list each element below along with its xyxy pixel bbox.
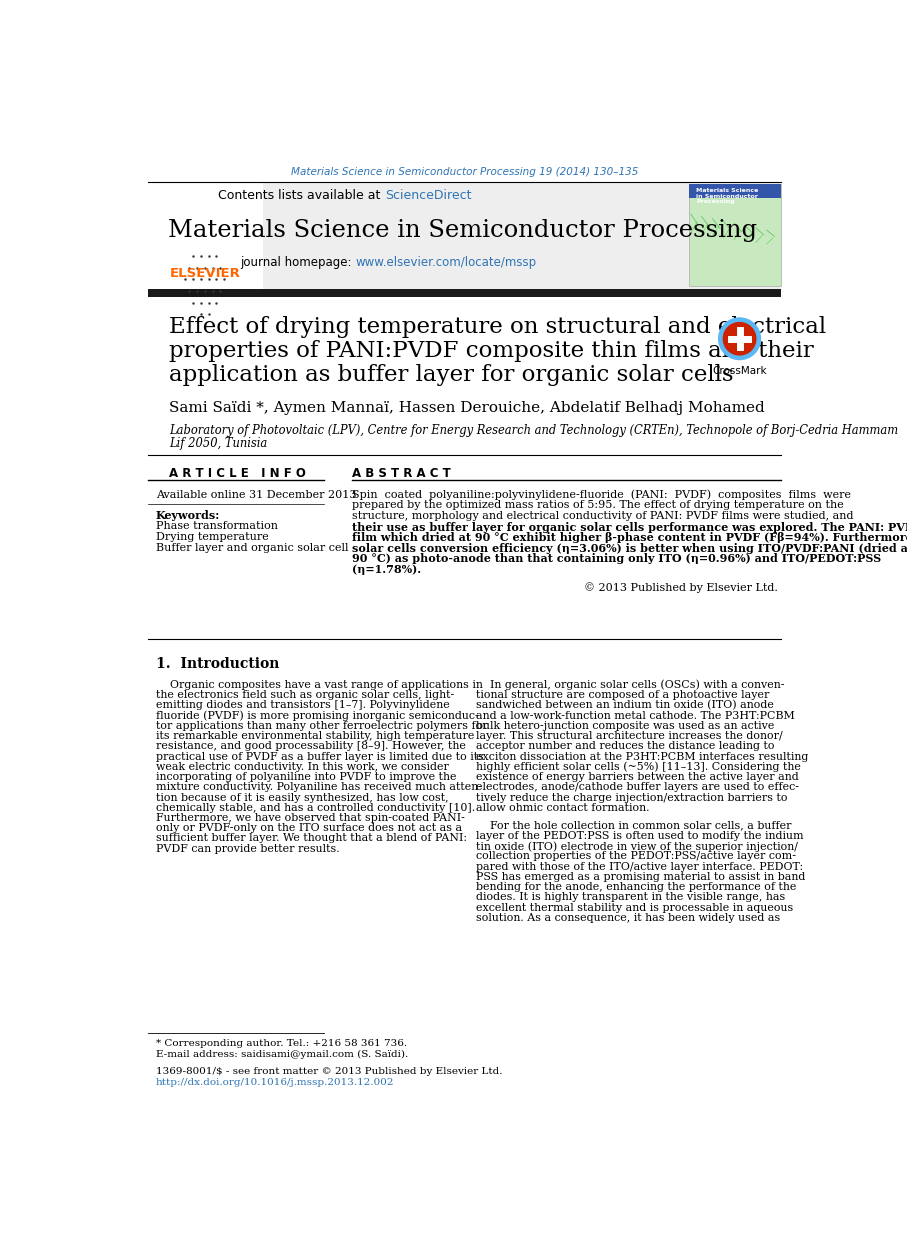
Text: In general, organic solar cells (OSCs) with a conven-: In general, organic solar cells (OSCs) w… [476,680,785,691]
Text: emitting diodes and transistors [1–7]. Polyvinylidene: emitting diodes and transistors [1–7]. P… [156,701,450,711]
Text: © 2013 Published by Elsevier Ltd.: © 2013 Published by Elsevier Ltd. [584,582,778,593]
Text: Materials Science: Materials Science [697,188,758,193]
Text: Processing: Processing [697,199,735,204]
Text: bulk hetero-junction composite was used as an active: bulk hetero-junction composite was used … [476,721,775,730]
Text: bending for the anode, enhancing the performance of the: bending for the anode, enhancing the per… [476,883,796,893]
Bar [689,184,782,286]
Circle shape [718,318,760,359]
Text: mixture conductivity. Polyaniline has received much atten-: mixture conductivity. Polyaniline has re… [156,782,482,792]
Text: http://dx.doi.org/10.1016/j.mssp.2013.12.002: http://dx.doi.org/10.1016/j.mssp.2013.12… [156,1078,395,1087]
Text: tin oxide (ITO) electrode in view of the superior injection/: tin oxide (ITO) electrode in view of the… [476,841,798,852]
Text: E-mail address: saidisami@ymail.com (S. Saïdi).: E-mail address: saidisami@ymail.com (S. … [156,1050,408,1058]
Text: Spin  coated  polyaniline:polyvinylidene-fluoride  (PANI:  PVDF)  composites  fi: Spin coated polyaniline:polyvinylidene-f… [352,490,851,500]
Text: fluoride (PVDF) is more promising inorganic semiconduc-: fluoride (PVDF) is more promising inorga… [156,711,479,722]
Text: Phase transformation: Phase transformation [156,521,278,531]
Text: Organic composites have a vast range of applications in: Organic composites have a vast range of … [156,680,483,690]
Text: tively reduce the charge injection/extraction barriers to: tively reduce the charge injection/extra… [476,792,787,802]
Bar [689,184,782,198]
Text: their use as buffer layer for organic solar cells performance was explored. The : their use as buffer layer for organic so… [352,521,907,532]
Text: * Corresponding author. Tel.: +216 58 361 736.: * Corresponding author. Tel.: +216 58 36… [156,1039,407,1047]
Text: layer. This structural architecture increases the donor/: layer. This structural architecture incr… [476,732,783,742]
Text: tor applications than many other ferroelectric polymers for: tor applications than many other ferroel… [156,721,488,730]
Text: diodes. It is highly transparent in the visible range, has: diodes. It is highly transparent in the … [476,893,785,903]
Text: A R T I C L E   I N F O: A R T I C L E I N F O [170,467,306,480]
Text: Drying temperature: Drying temperature [156,532,268,542]
Text: practical use of PVDF as a buffer layer is limited due to its: practical use of PVDF as a buffer layer … [156,751,483,761]
Text: A B S T R A C T: A B S T R A C T [352,467,451,480]
Text: application as buffer layer for organic solar cells: application as buffer layer for organic … [170,364,734,386]
Text: its remarkable environmental stability, high temperature: its remarkable environmental stability, … [156,732,474,742]
Text: Furthermore, we have observed that spin-coated PANI-: Furthermore, we have observed that spin-… [156,813,465,823]
Text: Lif 2050, Tunisia: Lif 2050, Tunisia [170,437,268,449]
Text: in Semiconductor: in Semiconductor [697,194,758,199]
Circle shape [723,323,756,355]
Text: incorporating of polyaniline into PVDF to improve the: incorporating of polyaniline into PVDF t… [156,773,456,782]
Text: ScienceDirect: ScienceDirect [385,189,471,202]
Text: existence of energy barriers between the active layer and: existence of energy barriers between the… [476,773,799,782]
Text: excellent thermal stability and is processable in aqueous: excellent thermal stability and is proce… [476,903,794,912]
Text: layer of the PEDOT:PSS is often used to modify the indium: layer of the PEDOT:PSS is often used to … [476,831,804,841]
Bar [148,288,782,297]
Text: CrossMark: CrossMark [712,365,767,375]
Text: journal homepage:: journal homepage: [240,256,356,269]
Text: 1369-8001/$ - see front matter © 2013 Published by Elsevier Ltd.: 1369-8001/$ - see front matter © 2013 Pu… [156,1067,502,1076]
Text: structure, morphology and electrical conductivity of PANI: PVDF films were studi: structure, morphology and electrical con… [352,511,853,521]
Text: weak electric conductivity. In this work, we consider: weak electric conductivity. In this work… [156,761,449,771]
Text: the electronics field such as organic solar cells, light-: the electronics field such as organic so… [156,690,454,701]
Text: exciton dissociation at the P3HT:PCBM interfaces resulting: exciton dissociation at the P3HT:PCBM in… [476,751,808,761]
Text: highly efficient solar cells (~5%) [11–13]. Considering the: highly efficient solar cells (~5%) [11–1… [476,761,801,773]
Text: resistance, and good processability [8–9]. However, the: resistance, and good processability [8–9… [156,742,466,751]
Text: collection properties of the PEDOT:PSS/active layer com-: collection properties of the PEDOT:PSS/a… [476,852,796,862]
Text: allow ohmic contact formation.: allow ohmic contact formation. [476,802,649,813]
Text: tion because of it is easily synthesized, has low cost,: tion because of it is easily synthesized… [156,792,449,802]
Text: Contents lists available at: Contents lists available at [219,189,385,202]
Text: www.elsevier.com/locate/mssp: www.elsevier.com/locate/mssp [356,256,536,269]
Text: 90 °C) as photo-anode than that containing only ITO (η=0.96%) and ITO/PEDOT:PSS: 90 °C) as photo-anode than that containi… [352,553,882,565]
Text: film which dried at 90 °C exhibit higher β-phase content in PVDF (Fβ=94%). Furth: film which dried at 90 °C exhibit higher… [352,532,907,543]
Text: sandwiched between an indium tin oxide (ITO) anode: sandwiched between an indium tin oxide (… [476,701,774,711]
Text: pared with those of the ITO/active layer interface. PEDOT:: pared with those of the ITO/active layer… [476,862,804,872]
Text: and a low-work-function metal cathode. The P3HT:PCBM: and a low-work-function metal cathode. T… [476,711,795,721]
Text: For the hole collection in common solar cells, a buffer: For the hole collection in common solar … [476,821,792,831]
Text: Materials Science in Semiconductor Processing 19 (2014) 130–135: Materials Science in Semiconductor Proce… [291,167,639,177]
Text: Materials Science in Semiconductor Processing: Materials Science in Semiconductor Proce… [168,219,756,243]
Text: PSS has emerged as a promising material to assist in band: PSS has emerged as a promising material … [476,872,805,881]
Text: tional structure are composed of a photoactive layer: tional structure are composed of a photo… [476,690,769,701]
Text: (η=1.78%).: (η=1.78%). [352,565,421,576]
Text: Buffer layer and organic solar cell: Buffer layer and organic solar cell [156,542,348,553]
Text: solution. As a consequence, it has been widely used as: solution. As a consequence, it has been … [476,912,780,922]
Text: Available online 31 December 2013: Available online 31 December 2013 [156,490,356,500]
Text: sufficient buffer layer. We thought that a blend of PANI:: sufficient buffer layer. We thought that… [156,833,467,843]
Bar [148,182,782,288]
Text: 1.  Introduction: 1. Introduction [156,657,279,671]
Text: Effect of drying temperature on structural and electrical: Effect of drying temperature on structur… [170,317,826,338]
Text: solar cells conversion efficiency (η=3.06%) is better when using ITO/PVDF:PANI (: solar cells conversion efficiency (η=3.0… [352,542,907,553]
Text: only or PVDF-only on the ITO surface does not act as a: only or PVDF-only on the ITO surface doe… [156,823,463,833]
Text: Keywords:: Keywords: [156,510,220,521]
Text: prepared by the optimized mass ratios of 5:95. The effect of drying temperature : prepared by the optimized mass ratios of… [352,500,844,510]
Text: Sami Saïdi *, Aymen Mannaï, Hassen Derouiche, Abdelatif Belhadj Mohamed: Sami Saïdi *, Aymen Mannaï, Hassen Derou… [170,401,765,415]
Text: chemically stable, and has a controlled conductivity [10].: chemically stable, and has a controlled … [156,802,475,813]
Text: ELSEVIER: ELSEVIER [170,267,240,280]
Text: Laboratory of Photovoltaic (LPV), Centre for Energy Research and Technology (CRT: Laboratory of Photovoltaic (LPV), Centre… [170,425,898,437]
Text: electrodes, anode/cathode buffer layers are used to effec-: electrodes, anode/cathode buffer layers … [476,782,799,792]
Bar [148,182,263,288]
Text: properties of PANI:PVDF composite thin films and their: properties of PANI:PVDF composite thin f… [170,340,814,363]
Text: acceptor number and reduces the distance leading to: acceptor number and reduces the distance… [476,742,775,751]
Text: PVDF can provide better results.: PVDF can provide better results. [156,844,339,854]
